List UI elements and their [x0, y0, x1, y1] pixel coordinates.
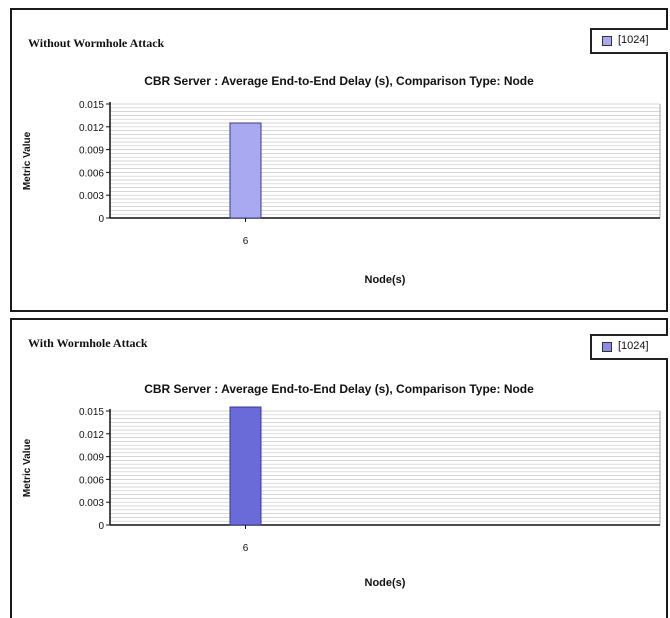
chart-panel-with-attack: With Wormhole Attack [1024] CBR Server :…: [10, 318, 668, 618]
bar-chart-with-attack: 0 0.003 0.006 0.009 0.012 0.015 6 Node(s) Metric…: [22, 406, 661, 589]
legend-label: [1024]: [618, 340, 649, 352]
legend-label: [1024]: [618, 34, 649, 46]
y-tick-label: 0.015: [79, 100, 104, 111]
chart-title: CBR Server : Average End-to-End Delay (s…: [144, 382, 534, 396]
legend-swatch: [602, 36, 612, 46]
y-tick-label: 0.003: [79, 498, 104, 509]
y-tick-label: 0.012: [79, 123, 104, 134]
chart-panel-without-attack: Without Wormhole Attack [1024] CBR Serve…: [10, 8, 668, 312]
y-axis-label: Metric Value: [22, 131, 33, 190]
y-tick-label: 0.006: [79, 475, 104, 486]
legend-swatch: [602, 342, 612, 352]
x-tick-label: 6: [243, 236, 249, 247]
y-tick-label: 0.003: [79, 191, 104, 202]
y-tick-label: 0.009: [79, 453, 104, 464]
legend: [1024]: [590, 28, 668, 54]
bar-chart-without-attack: 0 0.003 0.006 0.009 0.012 0.015 6 Node(s) Metric…: [22, 100, 661, 286]
legend: [1024]: [590, 334, 668, 360]
chart-title: CBR Server : Average End-to-End Delay (s…: [144, 74, 534, 88]
panel-caption: Without Wormhole Attack: [28, 36, 165, 50]
y-axis-label: Metric Value: [22, 438, 33, 497]
bar: [229, 122, 262, 219]
y-tick-label: 0.012: [79, 430, 104, 441]
bar: [229, 406, 262, 526]
x-axis-label: Node(s): [365, 577, 406, 589]
y-tick-label: 0: [98, 214, 104, 225]
x-axis-label: Node(s): [365, 274, 406, 286]
panel-caption: With Wormhole Attack: [28, 336, 148, 350]
y-tick-label: 0.015: [79, 407, 104, 418]
y-tick-label: 0.006: [79, 168, 104, 179]
y-tick-label: 0: [98, 521, 104, 532]
x-tick-label: 6: [243, 543, 249, 554]
y-tick-label: 0.009: [79, 146, 104, 157]
